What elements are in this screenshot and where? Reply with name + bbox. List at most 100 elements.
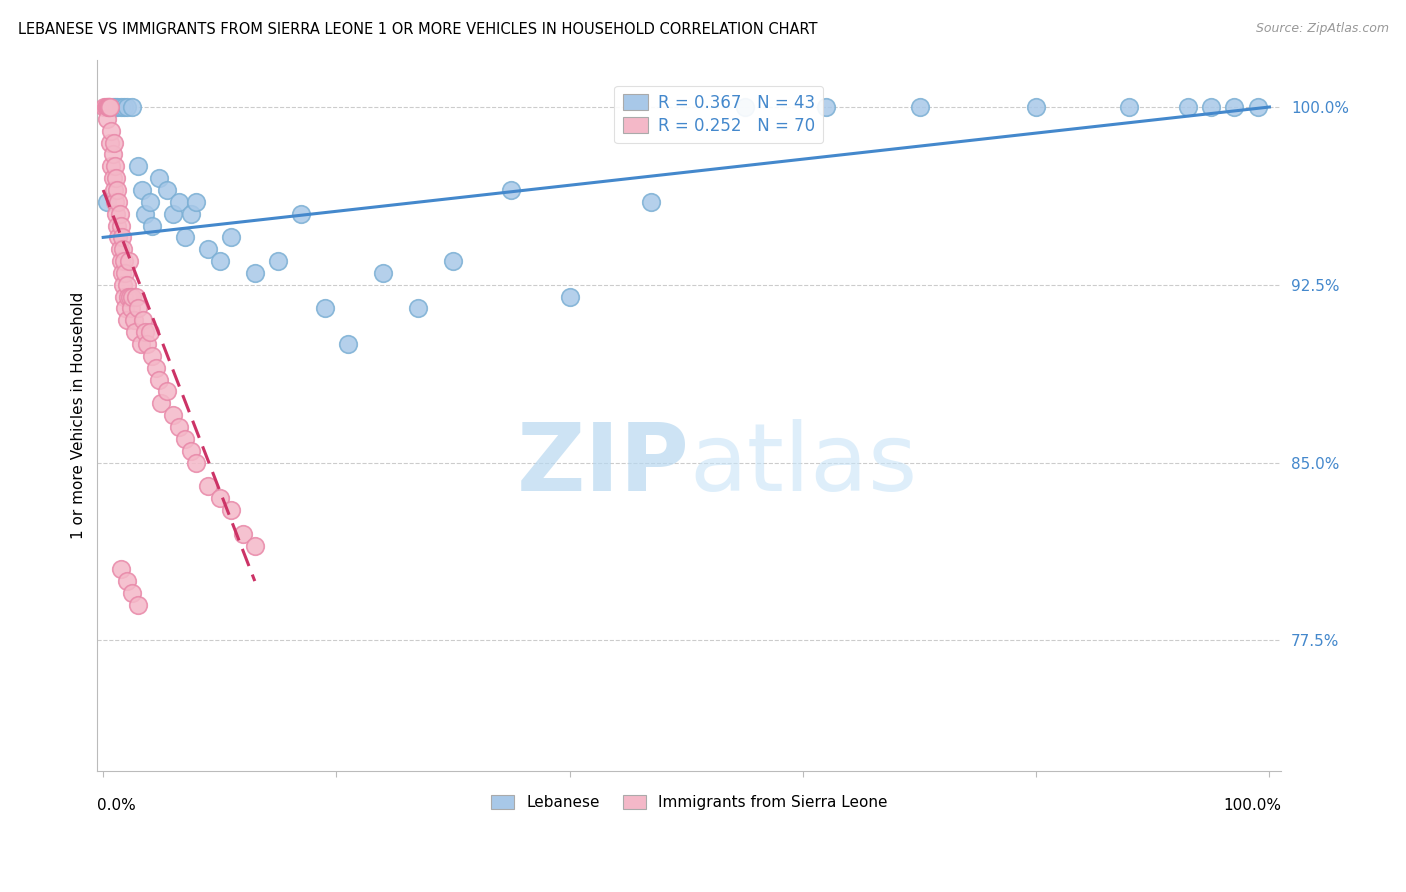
Point (120, 301, 142, 316)
Point (173, 230, 195, 244)
Point (125, 290, 148, 304)
Point (640, 194, 662, 209)
Point (100, 124, 122, 138)
Point (124, 325, 146, 339)
Point (97, 100, 120, 114)
Text: 0.0%: 0.0% (97, 797, 136, 813)
Point (112, 254, 135, 268)
Point (93, 100, 115, 114)
Point (558, 290, 581, 304)
Point (114, 301, 136, 316)
Point (1118, 100, 1140, 114)
Point (501, 183, 523, 197)
Point (115, 100, 138, 114)
Point (108, 207, 131, 221)
Point (243, 539, 266, 553)
Point (815, 100, 838, 114)
Point (221, 503, 243, 517)
Point (141, 219, 163, 233)
Point (107, 230, 129, 244)
Point (96, 100, 118, 114)
Point (197, 479, 219, 493)
Point (105, 219, 128, 233)
Point (111, 230, 134, 244)
Point (167, 420, 190, 434)
Point (96, 112, 118, 126)
Point (98, 100, 121, 114)
Point (111, 242, 134, 256)
Point (132, 313, 155, 327)
Point (127, 598, 149, 612)
Point (162, 408, 184, 422)
Point (112, 290, 135, 304)
Point (1223, 100, 1246, 114)
Point (1025, 100, 1047, 114)
Point (115, 574, 138, 588)
Point (337, 337, 360, 351)
Point (180, 443, 202, 458)
Point (107, 194, 129, 209)
Point (115, 277, 138, 292)
Point (150, 396, 173, 410)
Point (131, 183, 153, 197)
Point (103, 136, 125, 150)
Point (186, 194, 208, 209)
Point (121, 586, 143, 600)
Point (156, 183, 179, 197)
Text: ZIP: ZIP (516, 419, 689, 511)
Point (129, 337, 152, 351)
Point (1247, 100, 1270, 114)
Point (134, 325, 156, 339)
Legend: Lebanese, Immigrants from Sierra Leone: Lebanese, Immigrants from Sierra Leone (485, 789, 893, 816)
Point (105, 207, 128, 221)
Point (105, 100, 128, 114)
Point (186, 456, 208, 470)
Point (98, 136, 121, 150)
Point (243, 266, 266, 280)
Point (111, 277, 134, 292)
Point (162, 207, 184, 221)
Text: LEBANESE VS IMMIGRANTS FROM SIERRA LEONE 1 OR MORE VEHICLES IN HOUSEHOLD CORRELA: LEBANESE VS IMMIGRANTS FROM SIERRA LEONE… (18, 22, 818, 37)
Point (406, 301, 429, 316)
Point (127, 159, 149, 173)
Point (104, 194, 127, 209)
Point (180, 207, 202, 221)
Point (173, 432, 195, 446)
Point (141, 349, 163, 363)
Point (114, 266, 136, 280)
Point (1177, 100, 1199, 114)
Point (101, 147, 124, 161)
Point (221, 230, 243, 244)
Point (148, 171, 170, 186)
Point (118, 290, 141, 304)
Point (115, 313, 138, 327)
Point (148, 373, 170, 387)
Point (314, 301, 336, 316)
Point (110, 562, 132, 576)
Point (100, 159, 122, 173)
Point (96, 194, 118, 209)
Point (103, 183, 125, 197)
Point (1199, 100, 1222, 114)
Point (108, 242, 131, 256)
Point (121, 290, 143, 304)
Text: 100.0%: 100.0% (1223, 797, 1281, 813)
Point (197, 242, 219, 256)
Point (110, 254, 132, 268)
Point (139, 325, 162, 339)
Point (104, 100, 127, 114)
Point (734, 100, 756, 114)
Point (208, 491, 231, 505)
Text: Source: ZipAtlas.com: Source: ZipAtlas.com (1256, 22, 1389, 36)
Point (111, 266, 134, 280)
Point (98, 100, 121, 114)
Point (118, 254, 141, 268)
Point (110, 219, 132, 233)
Point (105, 171, 128, 186)
Point (371, 266, 394, 280)
Point (145, 360, 167, 375)
Point (117, 290, 139, 304)
Point (127, 301, 149, 316)
Point (908, 100, 931, 114)
Point (139, 194, 162, 209)
